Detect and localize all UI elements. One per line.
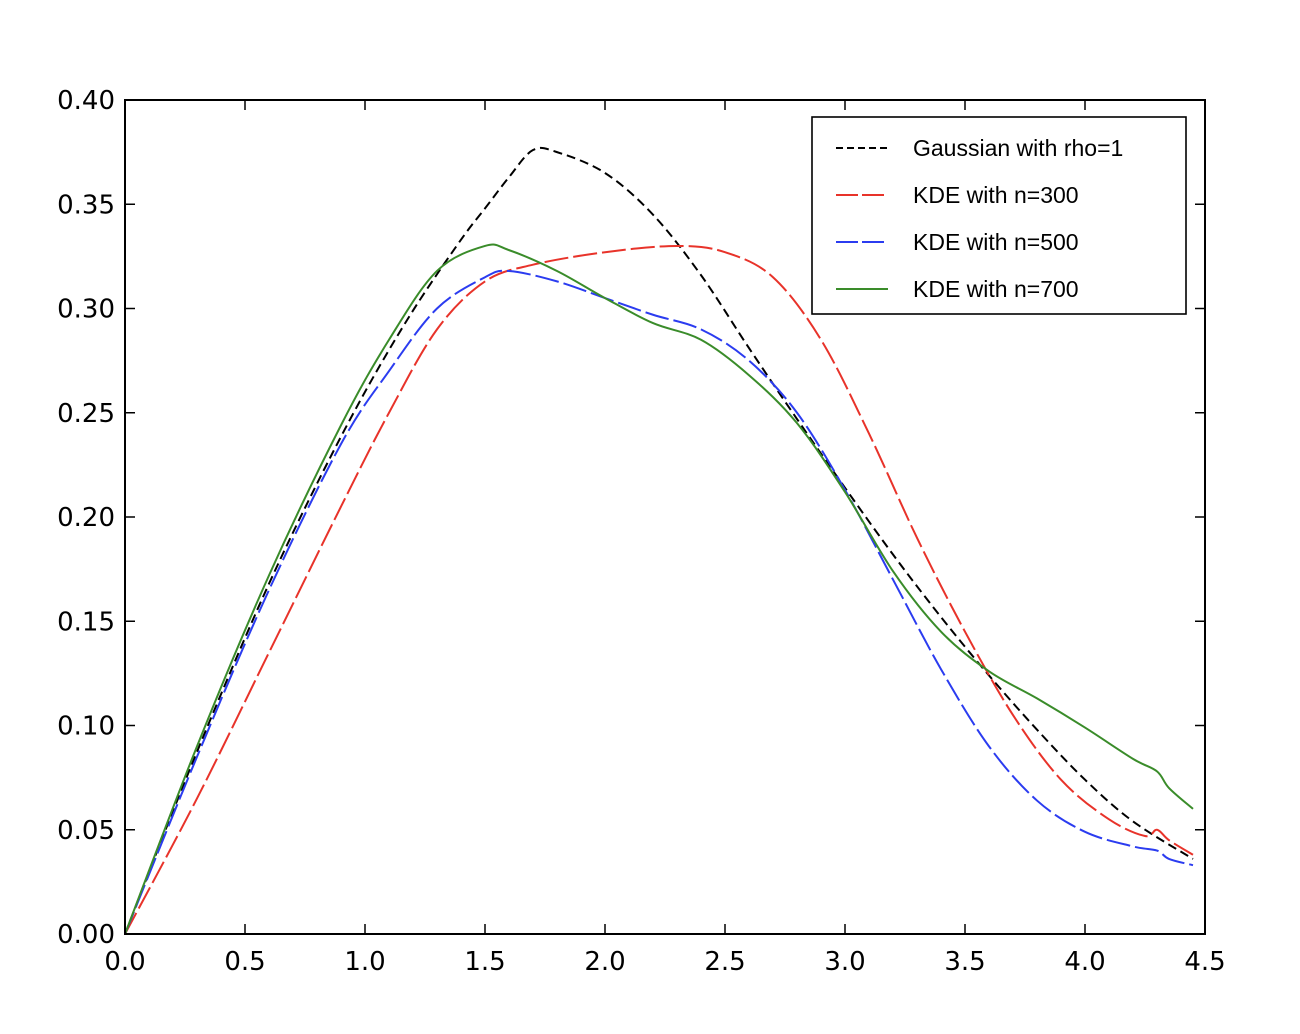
x-tick-label: 3.5 — [944, 947, 985, 977]
legend-box — [811, 116, 1187, 315]
series-line-2 — [124, 244, 1194, 935]
y-tick-label: 0.40 — [57, 86, 115, 116]
y-tick-label: 0.20 — [57, 503, 115, 533]
y-tick-label: 0.15 — [57, 607, 115, 637]
x-tick-label: 0.0 — [104, 947, 145, 977]
y-tick-label: 0.05 — [57, 816, 115, 846]
x-tick-label: 1.0 — [344, 947, 385, 977]
legend-label-1: Gaussian with rho=1 — [913, 135, 1123, 161]
x-tick-label: 2.5 — [704, 947, 745, 977]
x-tick-label: 2.0 — [584, 947, 625, 977]
series-layer — [124, 146, 1194, 935]
legend: Gaussian with rho=1 KDE with n=300 KDE wit… — [811, 116, 1187, 315]
series-line-3 — [124, 269, 1194, 935]
x-tick-label: 0.5 — [224, 947, 265, 977]
legend-label-4: KDE with n=700 — [913, 276, 1079, 302]
legend-label-2: KDE with n=300 — [913, 182, 1079, 208]
series-line-4 — [124, 243, 1194, 935]
x-tick-label: 3.0 — [824, 947, 865, 977]
y-tick-label: 0.10 — [57, 712, 115, 742]
y-tick-label: 0.00 — [57, 920, 115, 950]
y-tick-label: 0.25 — [57, 399, 115, 429]
legend-label-3: KDE with n=500 — [913, 229, 1079, 255]
x-tick-label: 4.5 — [1184, 947, 1225, 977]
y-tick-label: 0.30 — [57, 295, 115, 325]
axes-layer: 0.0 0.5 1.0 1.5 2.0 2.5 3.0 3.5 4.0 4.5 0.00 0.05 0.… — [57, 86, 1226, 977]
x-tick-label: 1.5 — [464, 947, 505, 977]
y-tick-label: 0.35 — [57, 190, 115, 220]
x-tick-label: 4.0 — [1064, 947, 1105, 977]
